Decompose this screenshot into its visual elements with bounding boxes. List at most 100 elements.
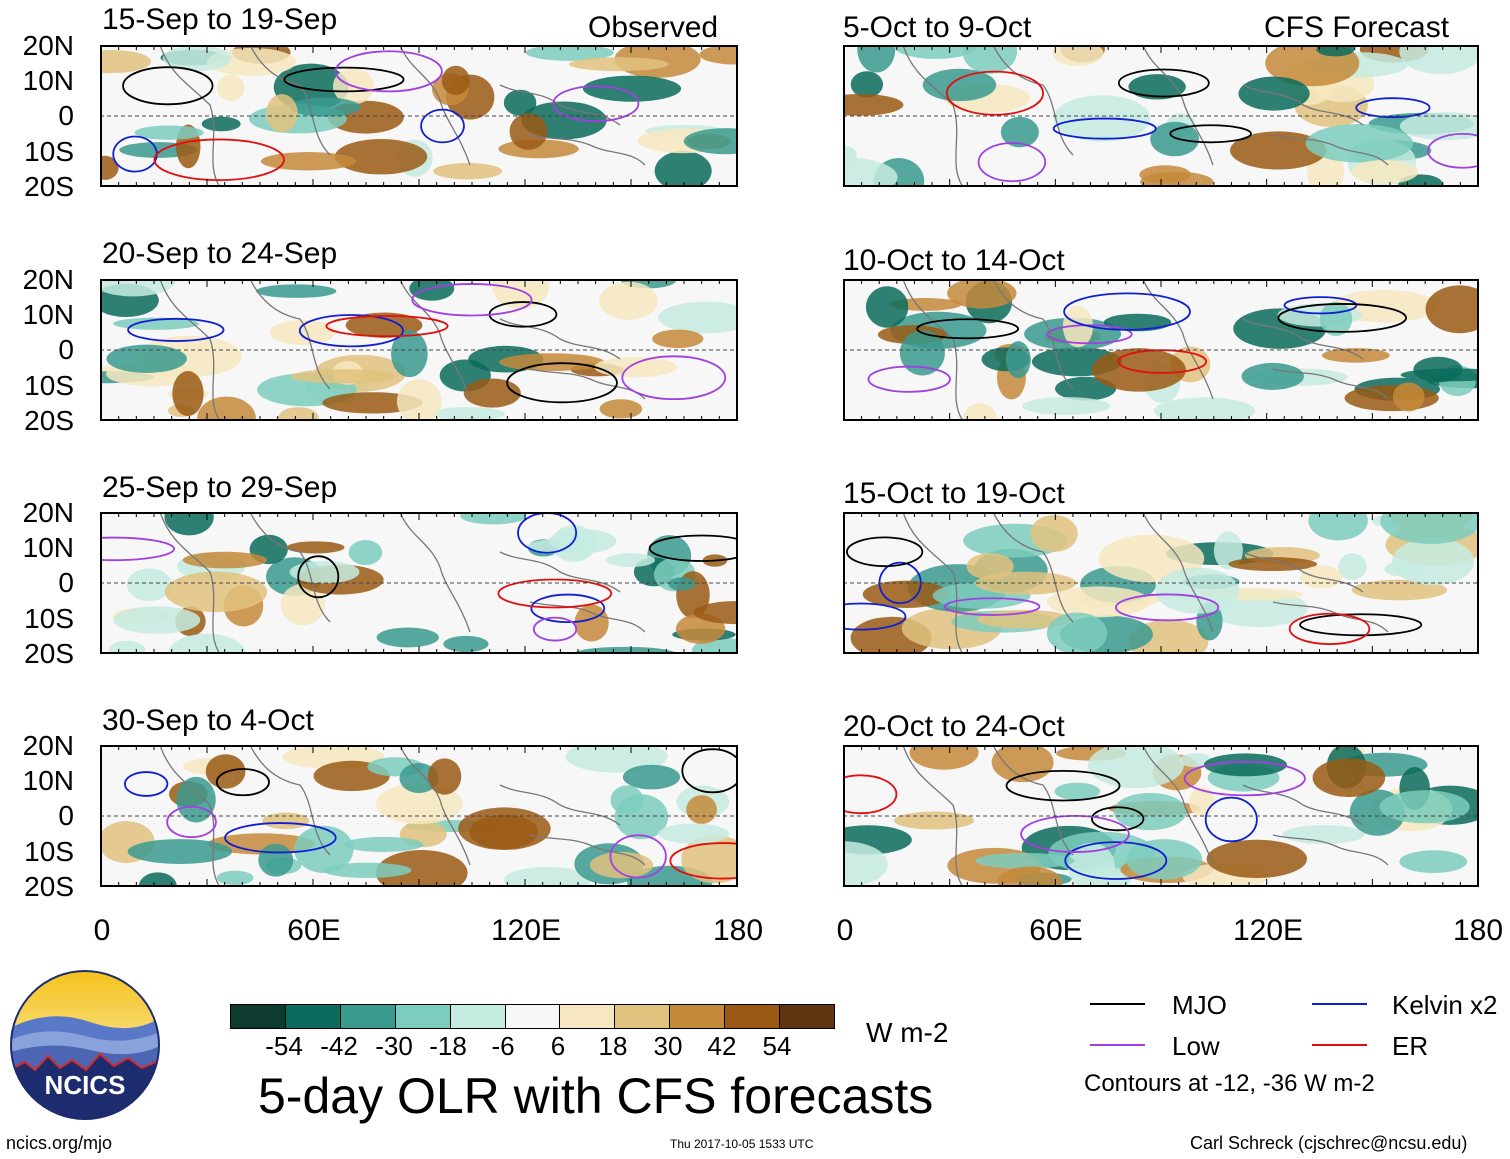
coastline bbox=[1242, 84, 1364, 126]
olr-anomaly-shading bbox=[1392, 382, 1425, 412]
panel-title: 15-Oct to 19-Oct bbox=[843, 477, 1065, 510]
olr-anomaly-shading bbox=[509, 113, 548, 150]
lat-label: 10N bbox=[22, 65, 74, 96]
coastline bbox=[902, 279, 964, 421]
lat-label: 0 bbox=[58, 100, 74, 131]
olr-anomaly-shading bbox=[106, 344, 187, 373]
olr-anomaly-shading bbox=[1139, 165, 1192, 184]
coastline bbox=[399, 512, 471, 633]
coastline bbox=[1272, 601, 1389, 633]
wave-contour bbox=[1063, 292, 1191, 331]
wave-contour bbox=[681, 748, 738, 794]
olr-anomaly-shading bbox=[857, 45, 896, 73]
wave-contour bbox=[1117, 349, 1208, 374]
colorbar-cell bbox=[670, 1005, 726, 1028]
lat-label: 10N bbox=[22, 765, 74, 796]
olr-anomaly-shading bbox=[599, 281, 658, 320]
olr-map bbox=[100, 512, 738, 654]
olr-anomaly-shading bbox=[1228, 557, 1318, 572]
olr-anomaly-shading bbox=[197, 396, 256, 421]
olr-map bbox=[843, 279, 1479, 421]
olr-anomaly-shading bbox=[391, 330, 428, 378]
olr-anomaly-shading bbox=[1047, 586, 1151, 618]
olr-anomaly-shading bbox=[1206, 839, 1308, 879]
legend-swatch-er bbox=[1312, 1044, 1367, 1046]
olr-anomaly-shading bbox=[865, 286, 909, 328]
olr-anomaly-shading bbox=[1351, 579, 1448, 601]
olr-anomaly-shading bbox=[699, 45, 738, 65]
olr-anomaly-shading bbox=[433, 163, 503, 180]
olr-anomaly-shading bbox=[334, 138, 428, 175]
olr-anomaly-shading bbox=[262, 812, 310, 830]
olr-anomaly-shading bbox=[127, 839, 233, 864]
olr-anomaly-shading bbox=[1241, 362, 1304, 390]
olr-anomaly-shading bbox=[441, 65, 470, 96]
olr-anomaly-shading bbox=[217, 74, 245, 102]
wave-contour bbox=[153, 138, 285, 182]
wave-contour bbox=[325, 315, 449, 338]
olr-anomaly-shading bbox=[843, 93, 904, 116]
olr-anomaly-shading bbox=[654, 150, 712, 187]
olr-anomaly-shading bbox=[375, 850, 468, 887]
olr-anomaly-shading bbox=[201, 116, 241, 132]
olr-anomaly-shading bbox=[1213, 531, 1243, 570]
colorbar-cell bbox=[615, 1005, 671, 1028]
olr-anomaly-shading bbox=[463, 378, 521, 408]
lat-label: 20N bbox=[22, 30, 74, 61]
lat-label: 20N bbox=[22, 264, 74, 295]
colorbar-cell bbox=[395, 1005, 451, 1028]
olr-map bbox=[843, 45, 1479, 187]
lat-label: 0 bbox=[58, 800, 74, 831]
colorbar-cell bbox=[505, 1005, 561, 1028]
wave-contour bbox=[1427, 133, 1479, 169]
wave-contour bbox=[609, 834, 667, 879]
lon-label: 180 bbox=[1452, 914, 1504, 947]
lat-label: 20N bbox=[22, 497, 74, 528]
coastline bbox=[529, 134, 646, 166]
panel-title: 25-Sep to 29-Sep bbox=[102, 471, 338, 504]
lat-label: 20N bbox=[22, 730, 74, 761]
olr-anomaly-shading bbox=[1203, 753, 1288, 777]
olr-anomaly-shading bbox=[525, 45, 614, 61]
colorbar-label: 42 bbox=[707, 1031, 737, 1061]
coastline bbox=[1142, 279, 1214, 400]
olr-anomaly-shading bbox=[1153, 397, 1256, 421]
olr-map bbox=[100, 45, 738, 187]
olr-anomaly-shading bbox=[278, 407, 319, 421]
olr-anomaly-shading bbox=[1321, 348, 1390, 363]
colorbar-label: -30 bbox=[375, 1031, 413, 1061]
panel-title: 15-Sep to 19-Sep bbox=[102, 3, 338, 36]
colorbar-cell bbox=[340, 1005, 396, 1028]
olr-anomaly-shading bbox=[658, 823, 730, 844]
olr-anomaly-shading bbox=[255, 284, 337, 298]
olr-anomaly-shading bbox=[1391, 538, 1475, 586]
olr-anomaly-shading bbox=[606, 553, 655, 568]
olr-anomaly-shading bbox=[376, 627, 439, 648]
colorbar bbox=[230, 1004, 835, 1029]
lat-label: 10S bbox=[24, 836, 74, 867]
olr-anomaly-shading bbox=[396, 379, 442, 421]
footer-credit: Carl Schreck (cjschrec@ncsu.edu) bbox=[1190, 1133, 1468, 1153]
colorbar-label: 18 bbox=[598, 1031, 628, 1061]
colorbar-label: 6 bbox=[550, 1031, 566, 1061]
olr-anomaly-shading bbox=[348, 539, 383, 566]
coastline bbox=[992, 512, 1074, 623]
lat-label: 20S bbox=[24, 871, 74, 902]
wave-contour bbox=[506, 362, 618, 404]
contour-note: Contours at -12, -36 W m-2 bbox=[1084, 1070, 1375, 1097]
wave-contour bbox=[100, 536, 175, 562]
olr-anomaly-shading bbox=[1055, 376, 1117, 401]
colorbar-cell bbox=[780, 1005, 834, 1028]
olr-anomaly-shading bbox=[1312, 758, 1386, 798]
olr-anomaly-shading bbox=[947, 279, 1017, 309]
panel-title: 20-Oct to 24-Oct bbox=[843, 710, 1065, 743]
olr-anomaly-shading bbox=[1000, 116, 1039, 148]
lon-label: 0 bbox=[836, 914, 854, 947]
olr-anomaly-shading bbox=[1113, 792, 1187, 831]
main-title: 5-day OLR with CFS forecasts bbox=[258, 1068, 934, 1124]
olr-anomaly-shading bbox=[909, 745, 979, 770]
observed-label: Observed bbox=[588, 11, 719, 44]
lon-label: 60E bbox=[1029, 914, 1083, 947]
wave-contour bbox=[945, 70, 1044, 116]
lat-label: 10S bbox=[24, 136, 74, 167]
